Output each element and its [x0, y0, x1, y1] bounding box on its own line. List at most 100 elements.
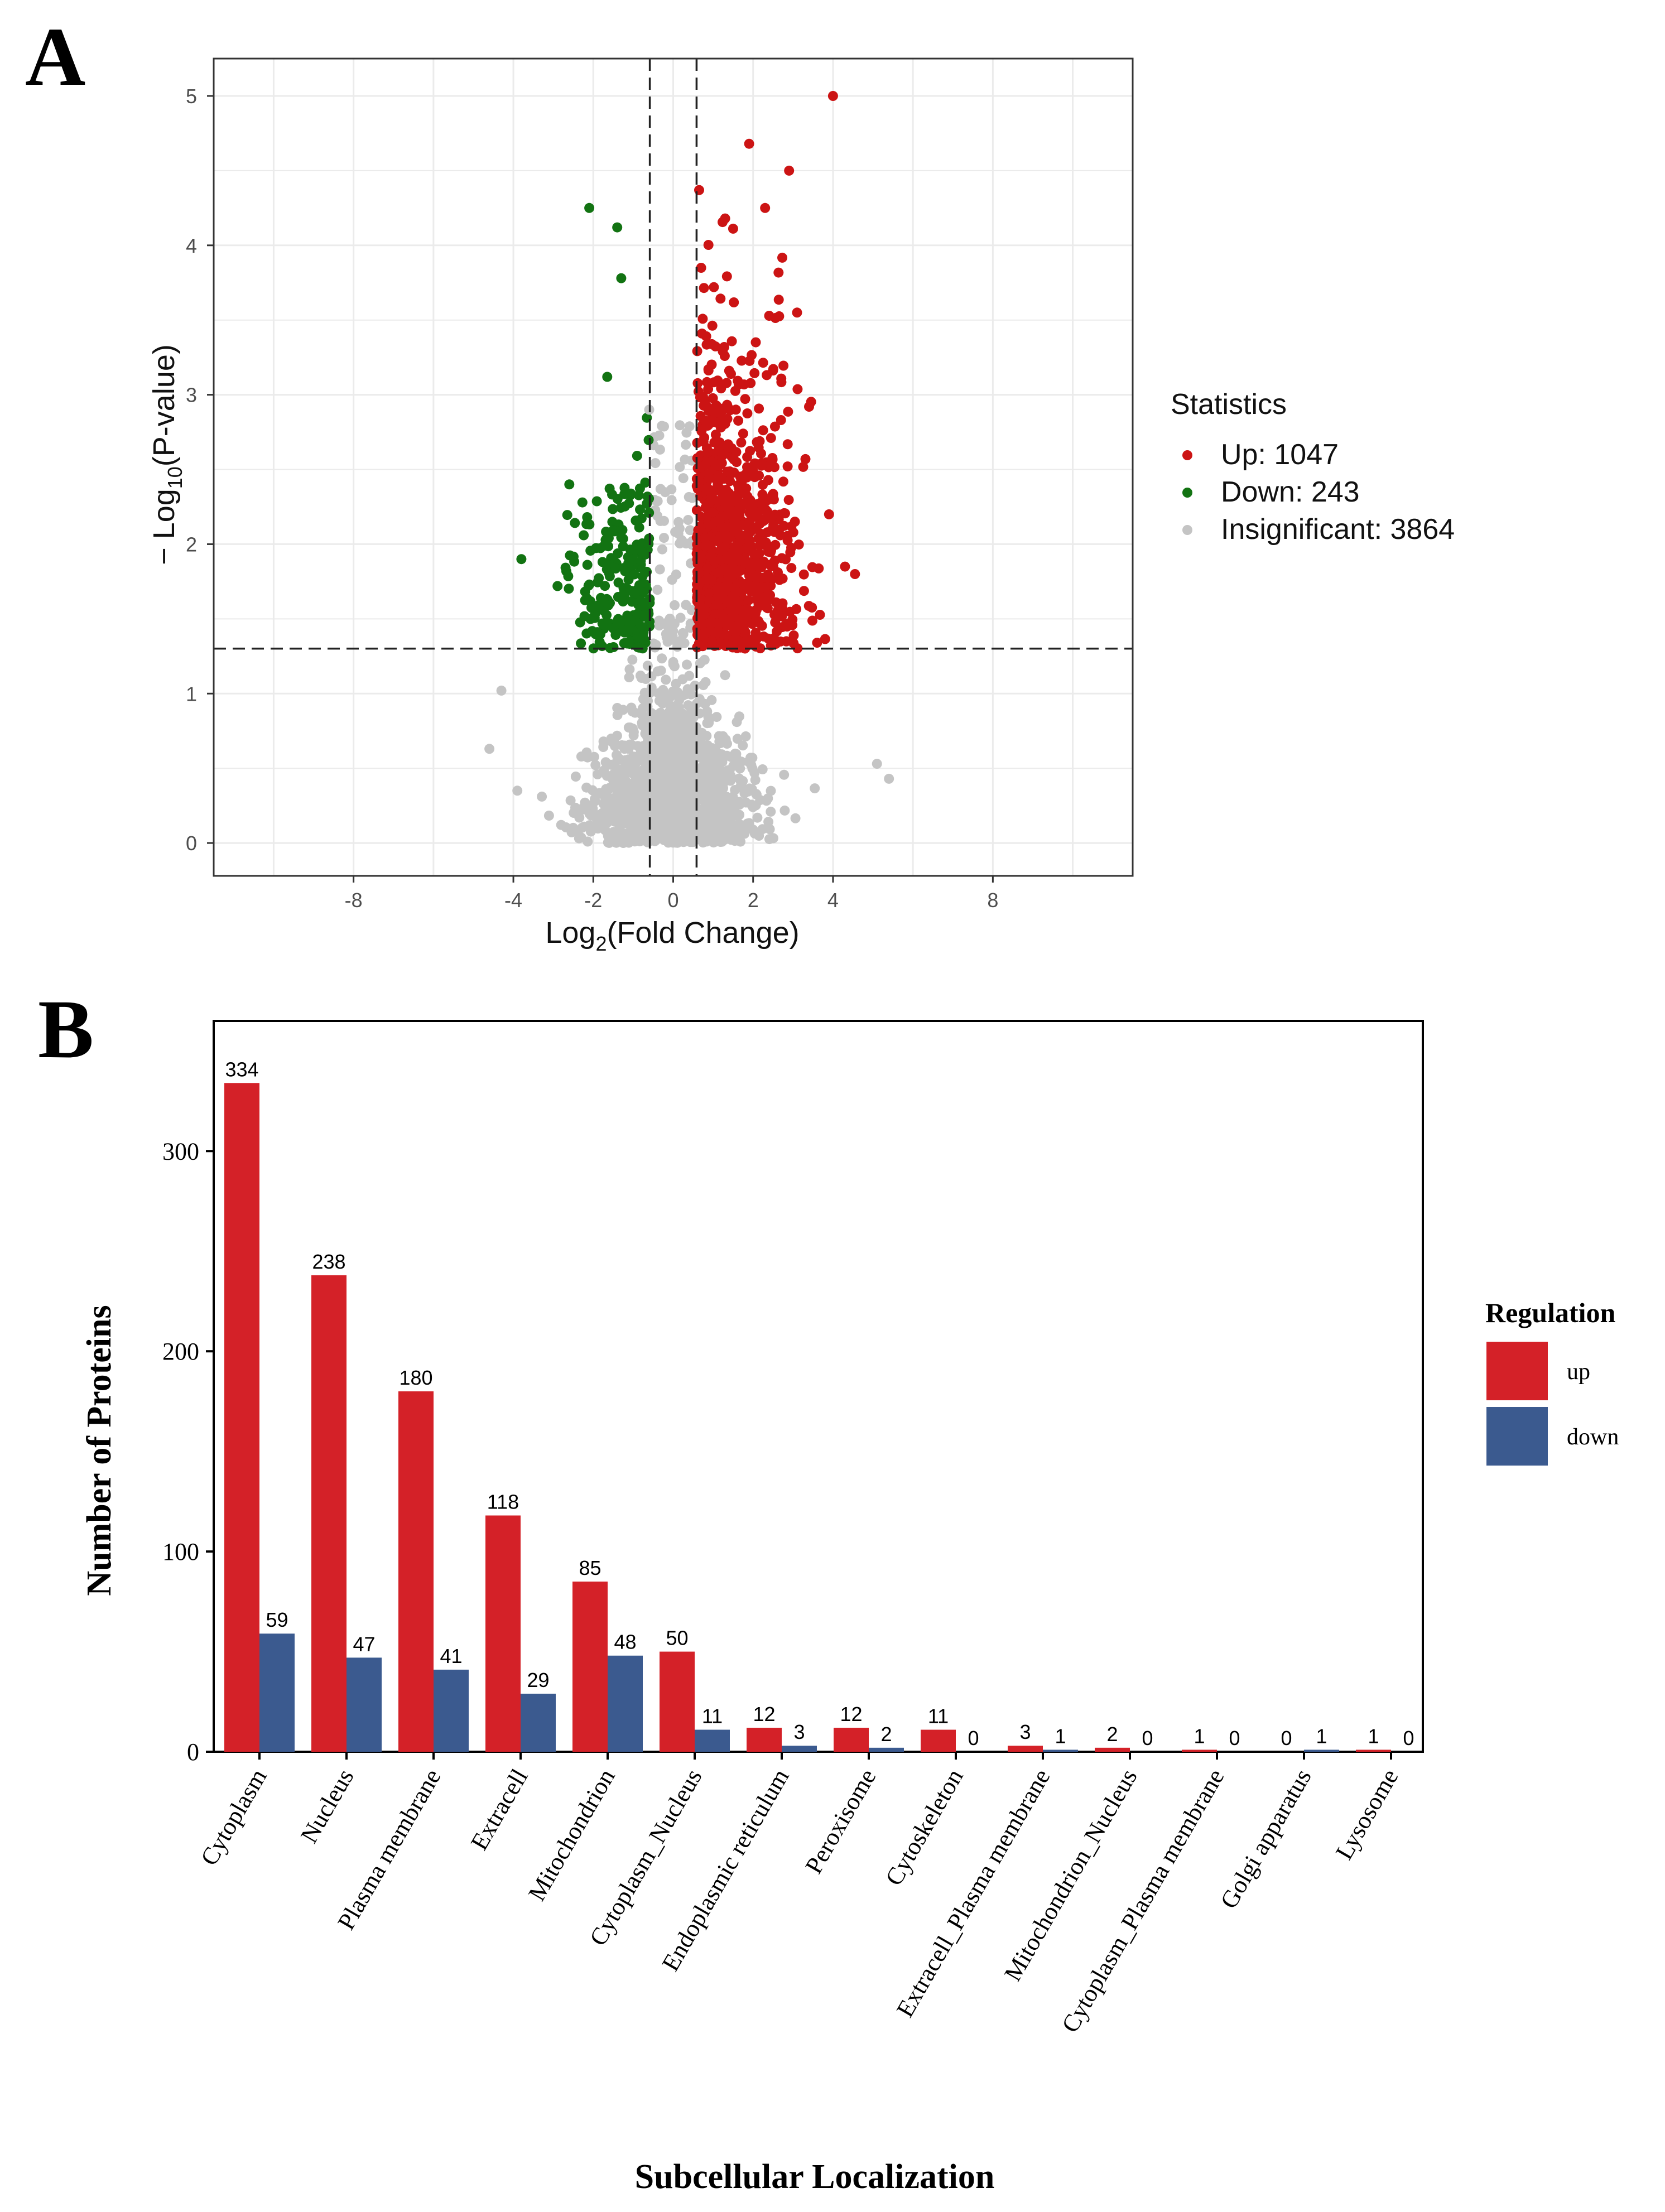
- volcano-point-up: [697, 391, 708, 402]
- volcano-point-up: [733, 416, 744, 426]
- volcano-point-insignificant: [749, 828, 760, 839]
- volcano-point-down: [616, 532, 627, 543]
- volcano-point-up: [785, 547, 796, 557]
- volcano-point-down: [644, 597, 655, 608]
- volcano-point-insignificant: [716, 826, 727, 837]
- bar-value-label-up: 1: [1368, 1724, 1379, 1747]
- volcano-point-up: [850, 569, 860, 579]
- volcano-point-up: [692, 463, 703, 474]
- bar-value-label-up: 50: [666, 1627, 688, 1650]
- volcano-point-insignificant: [750, 775, 761, 785]
- volcano-point-up: [736, 437, 747, 448]
- volcano-point-insignificant: [677, 732, 687, 743]
- volcano-point-insignificant: [713, 818, 724, 828]
- bar-value-label-up: 0: [1281, 1727, 1292, 1750]
- volcano-point-insignificant: [543, 811, 554, 821]
- bar-legend-label-down: down: [1567, 1424, 1619, 1450]
- volcano-point-insignificant: [652, 585, 663, 595]
- bar-value-label-up: 180: [399, 1366, 432, 1389]
- bar-legend-key-up: [1486, 1342, 1548, 1400]
- volcano-point-up: [737, 587, 747, 597]
- bar-value-label-down: 1: [1055, 1724, 1066, 1747]
- volcano-point-up: [815, 610, 825, 620]
- bar-value-label-down: 0: [1142, 1727, 1153, 1750]
- volcano-point-up: [699, 401, 709, 411]
- volcano-point-up: [792, 643, 803, 654]
- volcano-point-up: [725, 442, 735, 453]
- volcano-point-insignificant: [872, 759, 882, 769]
- volcano-point-up: [769, 633, 779, 644]
- volcano-point-up: [729, 297, 739, 307]
- bar-value-label-up: 12: [753, 1703, 775, 1726]
- volcano-point-up: [701, 339, 712, 350]
- volcano-point-up: [766, 433, 776, 444]
- volcano-point-insignificant: [642, 828, 652, 838]
- volcano-point-insignificant: [651, 639, 661, 650]
- bar-down: [1304, 1750, 1339, 1752]
- volcano-point-down: [631, 515, 641, 526]
- volcano-point-insignificant: [665, 812, 675, 822]
- bar-value-label-down: 2: [880, 1723, 892, 1746]
- volcano-point-down: [625, 490, 636, 500]
- volcano-point-up: [700, 459, 711, 470]
- volcano-point-up: [710, 430, 721, 440]
- volcano-point-up: [782, 621, 792, 632]
- volcano-point-up: [772, 605, 783, 616]
- bar-down: [434, 1669, 469, 1752]
- volcano-point-insignificant: [618, 705, 628, 715]
- volcano-point-up: [776, 373, 787, 384]
- volcano-point-insignificant: [623, 722, 634, 733]
- volcano-y-tick-label: 3: [186, 384, 197, 407]
- volcano-point-up: [703, 365, 714, 375]
- volcano-point-down: [616, 273, 627, 283]
- volcano-point-insignificant: [654, 620, 665, 631]
- bar-down: [1043, 1750, 1078, 1752]
- volcano-point-up: [704, 618, 714, 628]
- volcano-point-insignificant: [757, 764, 768, 774]
- bar-up: [921, 1729, 956, 1752]
- volcano-point-insignificant: [616, 820, 627, 830]
- volcano-point-down: [565, 550, 575, 561]
- volcano-point-up: [692, 378, 703, 388]
- volcano-point-insignificant: [636, 673, 647, 683]
- bar-value-label-down: 47: [353, 1632, 375, 1655]
- volcano-point-insignificant: [677, 752, 687, 763]
- volcano-point-up: [718, 346, 728, 356]
- volcano-point-insignificant: [620, 775, 631, 786]
- volcano-point-up: [807, 603, 817, 613]
- bar-up: [485, 1515, 521, 1752]
- volcano-point-insignificant: [655, 444, 665, 455]
- bar-category-label: Nucleus: [295, 1765, 359, 1848]
- volcano-point-insignificant: [884, 773, 894, 784]
- bar-up: [1356, 1750, 1391, 1752]
- volcano-point-down: [600, 581, 610, 591]
- volcano-point-insignificant: [681, 440, 691, 450]
- volcano-point-up: [804, 402, 814, 412]
- volcano-legend-title: Statistics: [1171, 388, 1287, 421]
- bar-category-label: Peroxisome: [800, 1765, 881, 1878]
- volcano-point-up: [720, 213, 730, 224]
- volcano-point-up: [717, 450, 728, 461]
- bar-up: [834, 1727, 869, 1752]
- volcano-point-down: [635, 504, 645, 515]
- volcano-y-tick-label: 4: [186, 234, 197, 257]
- volcano-point-insignificant: [675, 613, 686, 623]
- volcano-point-insignificant: [659, 533, 669, 543]
- volcano-point-up: [730, 578, 740, 589]
- volcano-point-insignificant: [684, 671, 695, 681]
- volcano-point-insignificant: [673, 805, 684, 816]
- volcano-point-up: [703, 240, 714, 250]
- volcano-point-insignificant: [652, 772, 662, 783]
- volcano-point-insignificant: [633, 820, 643, 830]
- volcano-point-up: [753, 507, 763, 518]
- bar-legend-key-down: [1486, 1407, 1548, 1466]
- volcano-point-down: [613, 577, 624, 588]
- bar-value-label-down: 59: [266, 1608, 288, 1631]
- volcano-point-up: [766, 545, 776, 556]
- volcano-point-down: [608, 623, 619, 634]
- volcano-point-down: [560, 562, 571, 573]
- volcano-point-up: [716, 473, 726, 484]
- volcano-point-up: [712, 599, 723, 610]
- volcano-point-up: [700, 502, 711, 513]
